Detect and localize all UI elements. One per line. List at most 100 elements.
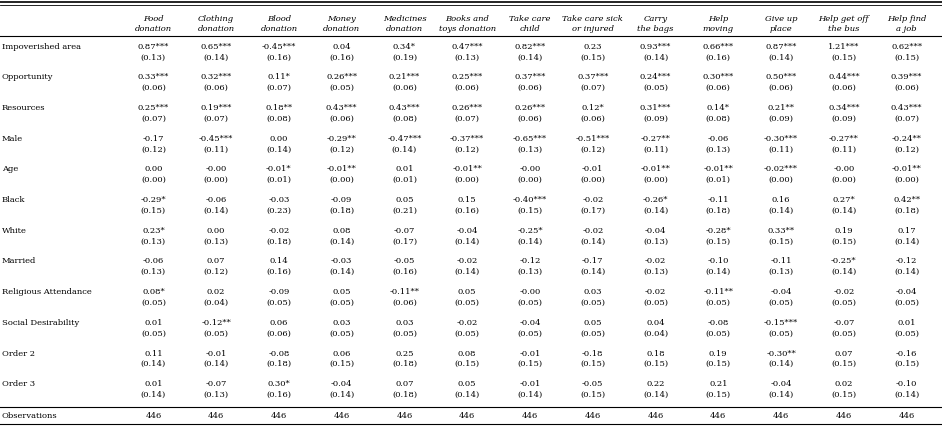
Text: (0.18): (0.18) [894, 207, 919, 215]
Text: (0.05): (0.05) [832, 299, 856, 307]
Text: -0.12: -0.12 [519, 257, 541, 266]
Text: (0.14): (0.14) [140, 391, 166, 399]
Text: (0.15): (0.15) [706, 360, 731, 368]
Text: 0.30***: 0.30*** [703, 73, 734, 82]
Text: (0.12): (0.12) [329, 145, 354, 154]
Text: (0.06): (0.06) [330, 115, 354, 123]
Text: White: White [2, 227, 27, 235]
Text: (0.00): (0.00) [894, 176, 919, 184]
Text: (0.12): (0.12) [894, 145, 919, 154]
Text: (0.18): (0.18) [392, 391, 417, 399]
Text: (0.05): (0.05) [141, 329, 166, 338]
Text: -0.47***: -0.47*** [387, 135, 422, 143]
Text: 0.21: 0.21 [709, 380, 727, 388]
Text: (0.00): (0.00) [455, 176, 479, 184]
Text: (0.05): (0.05) [203, 329, 229, 338]
Text: toys donation: toys donation [439, 25, 495, 33]
Text: 0.27*: 0.27* [833, 196, 855, 204]
Text: (0.23): (0.23) [267, 207, 291, 215]
Text: -0.09: -0.09 [331, 196, 352, 204]
Text: (0.15): (0.15) [769, 237, 794, 246]
Text: the bags: the bags [638, 25, 674, 33]
Text: 0.05: 0.05 [333, 288, 351, 296]
Text: (0.07): (0.07) [580, 84, 606, 92]
Text: (0.14): (0.14) [329, 237, 354, 246]
Text: (0.17): (0.17) [392, 237, 417, 246]
Text: 0.06: 0.06 [269, 319, 288, 327]
Text: (0.08): (0.08) [392, 115, 417, 123]
Text: moving: moving [703, 25, 734, 33]
Text: 0.16: 0.16 [771, 196, 790, 204]
Text: 0.24***: 0.24*** [640, 73, 672, 82]
Text: 0.03: 0.03 [583, 288, 602, 296]
Text: 0.01: 0.01 [396, 165, 414, 174]
Text: (0.05): (0.05) [832, 329, 856, 338]
Text: -0.05: -0.05 [394, 257, 415, 266]
Text: (0.14): (0.14) [894, 268, 919, 276]
Text: (0.13): (0.13) [203, 391, 229, 399]
Text: (0.15): (0.15) [831, 391, 856, 399]
Text: -0.29*: -0.29* [140, 196, 166, 204]
Text: -0.17: -0.17 [142, 135, 164, 143]
Text: 0.33***: 0.33*** [138, 73, 169, 82]
Text: -0.17: -0.17 [582, 257, 604, 266]
Text: 0.21**: 0.21** [768, 104, 794, 112]
Text: (0.14): (0.14) [517, 237, 543, 246]
Text: -0.11: -0.11 [771, 257, 792, 266]
Text: place: place [770, 25, 792, 33]
Text: (0.16): (0.16) [706, 53, 731, 62]
Text: 0.18: 0.18 [646, 349, 665, 358]
Text: (0.14): (0.14) [329, 268, 354, 276]
Text: 0.17: 0.17 [898, 227, 916, 235]
Text: -0.11: -0.11 [707, 196, 729, 204]
Text: (0.15): (0.15) [455, 360, 479, 368]
Text: -0.28*: -0.28* [706, 227, 731, 235]
Text: Opportunity: Opportunity [2, 73, 54, 82]
Text: 0.23*: 0.23* [142, 227, 165, 235]
Text: (0.05): (0.05) [706, 329, 731, 338]
Text: 0.11*: 0.11* [268, 73, 290, 82]
Text: (0.14): (0.14) [642, 53, 668, 62]
Text: 0.43***: 0.43*** [389, 104, 420, 112]
Text: (0.18): (0.18) [329, 207, 354, 215]
Text: -0.00: -0.00 [519, 288, 541, 296]
Text: -0.07: -0.07 [394, 227, 415, 235]
Text: 0.23: 0.23 [583, 43, 602, 51]
Text: (0.05): (0.05) [894, 299, 919, 307]
Text: (0.13): (0.13) [140, 268, 166, 276]
Text: (0.06): (0.06) [517, 84, 543, 92]
Text: (0.14): (0.14) [455, 237, 479, 246]
Text: 0.26***: 0.26*** [514, 104, 545, 112]
Text: -0.04: -0.04 [771, 380, 792, 388]
Text: 0.31***: 0.31*** [640, 104, 672, 112]
Text: (0.13): (0.13) [643, 268, 668, 276]
Text: (0.12): (0.12) [203, 268, 229, 276]
Text: -0.26*: -0.26* [642, 196, 668, 204]
Text: (0.06): (0.06) [517, 115, 543, 123]
Text: 0.01: 0.01 [144, 319, 163, 327]
Text: (0.14): (0.14) [894, 237, 919, 246]
Text: -0.15***: -0.15*** [764, 319, 798, 327]
Text: 0.08: 0.08 [333, 227, 351, 235]
Text: -0.01**: -0.01** [892, 165, 921, 174]
Text: (0.07): (0.07) [455, 115, 479, 123]
Text: (0.06): (0.06) [580, 115, 605, 123]
Text: -0.01**: -0.01** [327, 165, 357, 174]
Text: Married: Married [2, 257, 37, 266]
Text: 446: 446 [836, 411, 852, 420]
Text: (0.05): (0.05) [141, 299, 166, 307]
Text: (0.08): (0.08) [267, 115, 291, 123]
Text: 0.87***: 0.87*** [138, 43, 169, 51]
Text: -0.12**: -0.12** [202, 319, 231, 327]
Text: 0.06: 0.06 [333, 349, 350, 358]
Text: 0.30*: 0.30* [268, 380, 290, 388]
Text: -0.37***: -0.37*** [450, 135, 484, 143]
Text: Order 2: Order 2 [2, 349, 35, 358]
Text: (0.18): (0.18) [706, 207, 731, 215]
Text: the bus: the bus [828, 25, 859, 33]
Text: 0.05: 0.05 [583, 319, 602, 327]
Text: 0.02: 0.02 [207, 288, 225, 296]
Text: (0.16): (0.16) [267, 53, 291, 62]
Text: (0.16): (0.16) [455, 207, 479, 215]
Text: 0.04: 0.04 [646, 319, 665, 327]
